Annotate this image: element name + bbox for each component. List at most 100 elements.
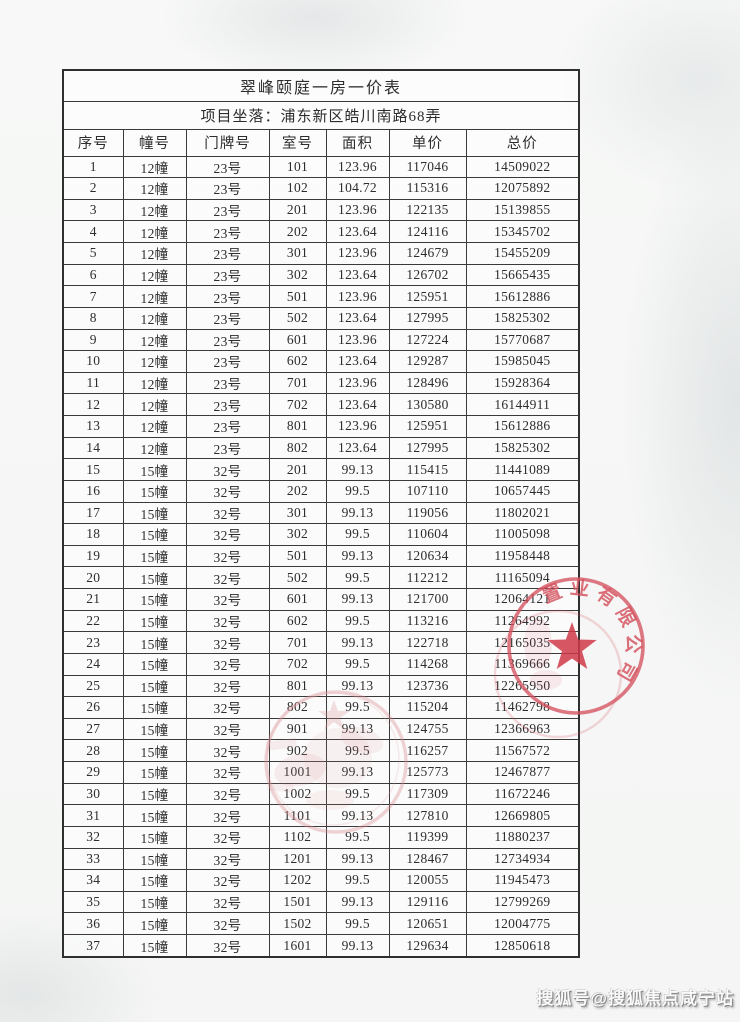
table-cell: 15幢 [122,588,187,611]
table-cell: 32 [62,825,124,849]
table-cell: 99.5 [325,696,390,719]
price-table-head-rows: 翠峰颐庭一房一价表 项目坐落：浦东新区皓川南路68弄 序号 幢号 门牌号 室号 … [62,69,580,157]
column-header-area: 面积 [325,128,390,157]
table-cell: 123736 [388,674,467,698]
table-cell: 115204 [388,696,467,719]
table-cell: 37 [62,934,124,958]
table-cell: 12467877 [465,761,580,784]
table-cell: 119399 [388,825,467,849]
table-cell: 15幢 [122,825,187,849]
table-cell: 117309 [388,782,467,806]
table-cell: 123.64 [325,393,390,417]
table-cell: 12004775 [465,912,580,936]
table-cell: 901 [268,717,327,741]
table-cell: 15345702 [465,220,580,244]
table-cell: 12366963 [465,717,580,741]
column-header-door: 门牌号 [185,128,270,157]
table-cell: 124116 [388,220,467,244]
table-cell: 99.13 [325,544,390,568]
table-cell: 8 [62,306,124,330]
table-cell: 33 [62,847,124,871]
table-cell: 15幢 [122,523,187,546]
table-cell: 15幢 [122,652,187,676]
table-cell: 701 [268,371,327,395]
table-cell: 99.13 [325,890,390,914]
table-cell: 201 [268,458,327,481]
column-header-seq: 序号 [62,128,124,157]
table-title-row: 翠峰颐庭一房一价表 [62,69,580,102]
table-cell: 11958448 [465,544,580,568]
table-cell: 123.96 [325,155,390,179]
table-cell: 15幢 [122,717,187,741]
table-cell: 15幢 [122,890,187,914]
table-cell: 1 [62,155,124,179]
table-row: 24 15幢 32号 702 99.5 114268 11369666 [62,652,580,676]
table-cell: 11462798 [465,696,580,719]
table-cell: 32号 [185,934,270,958]
table-cell: 501 [268,544,327,568]
table-cell: 23号 [185,242,270,265]
table-cell: 123.64 [325,220,390,244]
table-cell: 1202 [268,869,327,892]
table-cell: 32号 [185,674,270,698]
price-table-body: 1 12幢 23号 101 123.96 117046 14509022 2 12幢 23号 102… [62,155,580,958]
table-cell: 16144911 [465,393,580,417]
table-cell: 122718 [388,631,467,654]
table-row: 11 12幢 23号 701 123.96 128496 15928364 [62,371,580,395]
table-cell: 10657445 [465,479,580,503]
table-cell: 32号 [185,804,270,827]
table-cell: 11369666 [465,652,580,676]
page-title: 翠峰颐庭一房一价表 [62,69,580,102]
table-cell: 24 [62,652,124,676]
table-cell: 15612886 [465,285,580,308]
table-row: 30 15幢 32号 1002 99.5 117309 11672246 [62,782,580,806]
table-cell: 129287 [388,350,467,373]
table-row: 1 12幢 23号 101 123.96 117046 14509022 [62,155,580,179]
table-row: 2 12幢 23号 102 104.72 115316 12075892 [62,177,580,200]
table-cell: 23号 [185,350,270,373]
table-cell: 702 [268,652,327,676]
table-cell: 3 [62,198,124,222]
table-cell: 202 [268,220,327,244]
table-cell: 23号 [185,263,270,287]
table-cell: 99.5 [325,479,390,503]
table-row: 15 15幢 32号 201 99.13 115415 11441089 [62,458,580,481]
table-row: 31 15幢 32号 1101 99.13 127810 12669805 [62,804,580,827]
table-row: 4 12幢 23号 202 123.64 124116 15345702 [62,220,580,244]
table-cell: 129634 [388,934,467,958]
table-cell: 12734934 [465,847,580,871]
table-cell: 25 [62,674,124,698]
table-cell: 15幢 [122,609,187,633]
table-cell: 104.72 [325,177,390,200]
table-cell: 15825302 [465,436,580,460]
table-cell: 301 [268,242,327,265]
table-cell: 23号 [185,306,270,330]
table-cell: 12幢 [122,263,187,287]
table-cell: 12幢 [122,155,187,179]
table-row: 12 12幢 23号 702 123.64 130580 16144911 [62,393,580,417]
table-cell: 114268 [388,652,467,676]
table-cell: 10 [62,350,124,373]
table-cell: 99.5 [325,523,390,546]
table-cell: 32号 [185,847,270,871]
table-cell: 11880237 [465,825,580,849]
table-cell: 15幢 [122,869,187,892]
table-cell: 28 [62,739,124,763]
table-cell: 102 [268,177,327,200]
table-cell: 15 [62,458,124,481]
table-cell: 602 [268,350,327,373]
table-cell: 12850618 [465,934,580,958]
table-cell: 15825302 [465,306,580,330]
table-cell: 12幢 [122,436,187,460]
table-cell: 502 [268,306,327,330]
table-cell: 11165094 [465,566,580,590]
table-subtitle-row: 项目坐落：浦东新区皓川南路68弄 [62,100,580,130]
table-row: 16 15幢 32号 202 99.5 107110 10657445 [62,479,580,503]
table-cell: 120055 [388,869,467,892]
table-cell: 19 [62,544,124,568]
table-cell: 32号 [185,652,270,676]
table-cell: 15幢 [122,566,187,590]
table-cell: 15幢 [122,631,187,654]
table-cell: 99.13 [325,717,390,741]
